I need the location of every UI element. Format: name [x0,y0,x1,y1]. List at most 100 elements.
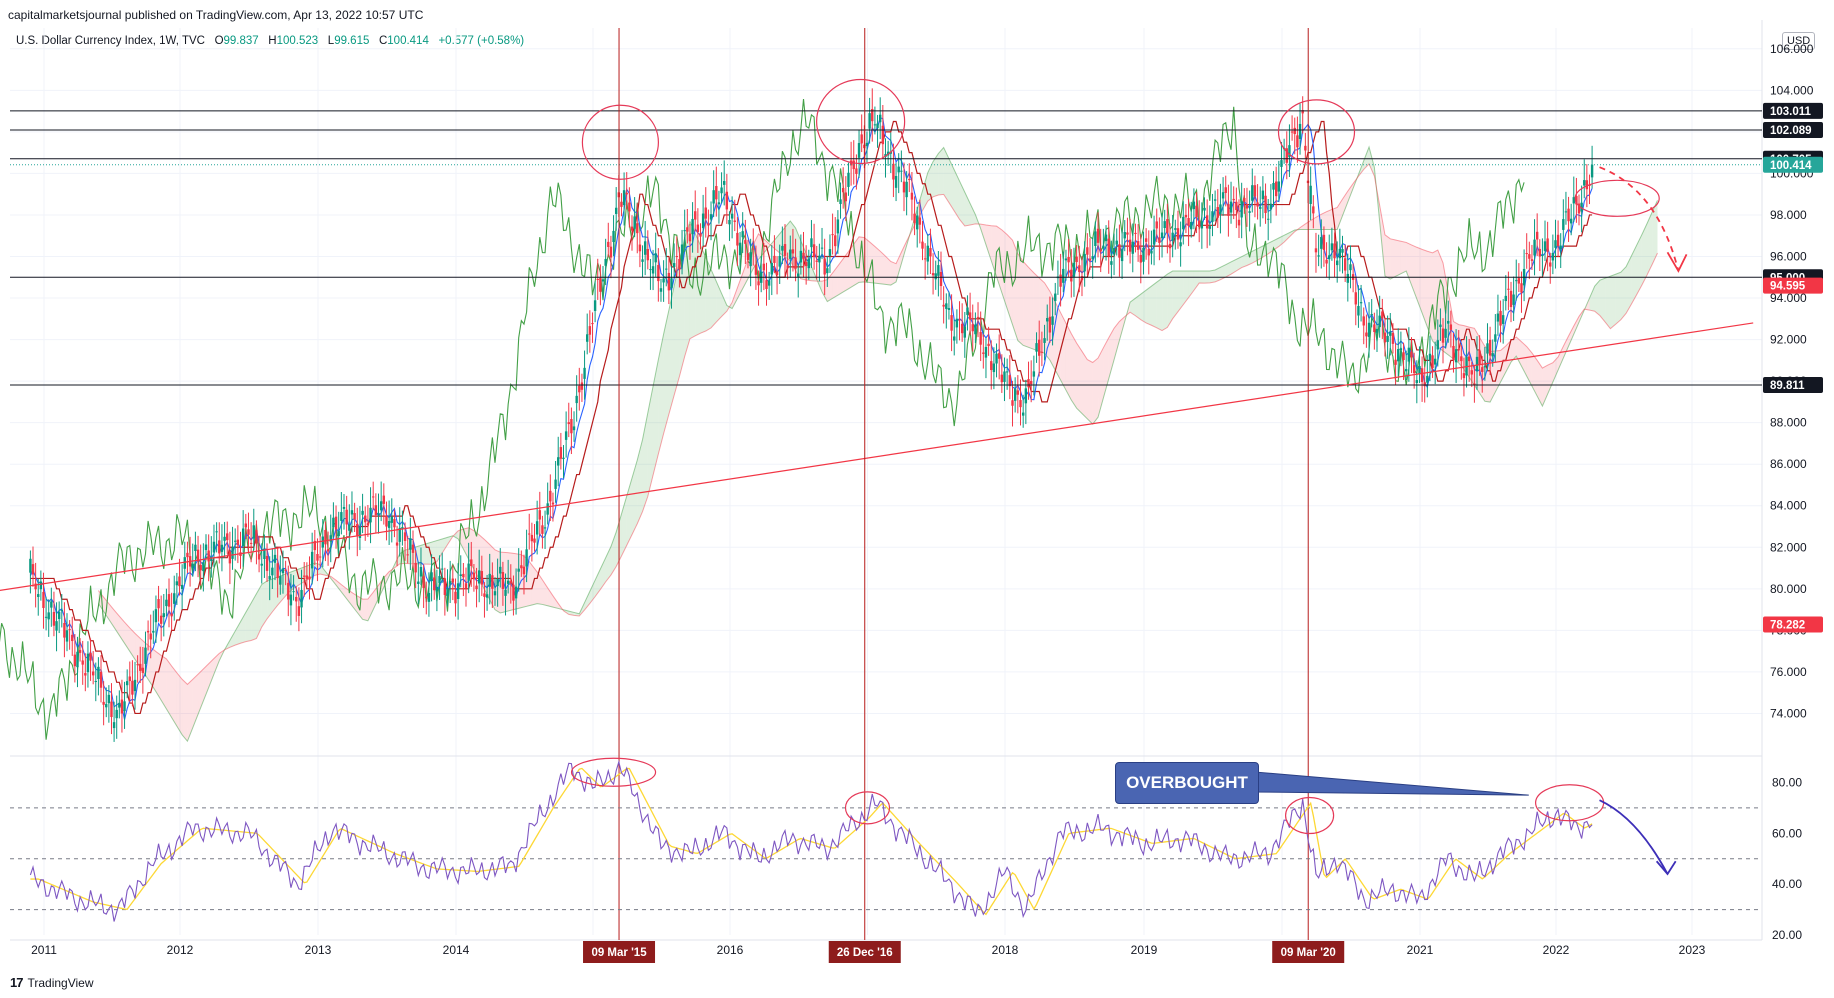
candle-body [765,280,768,289]
projected-arrow-head [1666,251,1688,273]
candle-body [1243,197,1246,202]
cloud-segment [1599,278,1606,323]
cloud-segment [150,647,156,692]
cloud-segment [674,262,680,396]
cloud-segment [1321,211,1327,230]
cloud-segment [213,653,220,675]
time-tick-label: 2016 [717,943,744,957]
candle-body [470,559,473,567]
candle-body [178,576,181,587]
rsi-highlight-ellipse [570,757,657,787]
candle-body [395,542,399,546]
candle-body [762,263,766,271]
candle-body [1213,199,1217,201]
cloud-segment [1631,245,1637,305]
candle-body [1179,242,1182,247]
candle-body [191,563,194,569]
candle-body [1086,247,1089,255]
candle-body [1048,316,1052,333]
candle-body [1365,332,1368,337]
time-tick-label: 2012 [167,943,194,957]
candle-body [953,336,956,341]
candle-body [438,576,441,584]
candle-body [454,591,457,604]
candle-body [1354,292,1357,305]
candle-body [1293,127,1296,135]
publisher-line: capitalmarketsjournal published on Tradi… [8,8,424,22]
candle-body [1412,365,1416,374]
cloud-segment [1363,147,1370,170]
cloud-segment [1432,250,1438,347]
candle-body [1433,358,1437,365]
candle-body [578,385,581,393]
candle-body [1515,280,1518,282]
cloud-segment [320,564,326,576]
candle-body [641,259,644,262]
currency-badge[interactable]: USD [1782,32,1816,50]
candle-body [1104,234,1108,242]
candle-body [557,457,560,466]
candle-body [63,622,66,638]
candle-body [1134,232,1137,234]
cloud-segment [1547,362,1553,395]
cloud-segment [1135,294,1141,320]
candle-body [707,223,710,226]
candle-body [1420,368,1424,383]
candle-body [131,680,134,695]
candle-body [226,533,229,541]
candle-body [1359,302,1363,304]
candle-body [387,521,391,528]
candle-body [422,576,425,588]
candle-body [271,567,274,576]
candle-body [324,529,327,545]
candle-body [337,531,340,537]
candle-body [425,596,428,599]
cloud-segment [1215,267,1221,282]
candle-body [730,213,734,219]
candle-body [112,722,116,729]
candle-body [123,701,126,712]
high-value: 100.523 [276,35,319,47]
candle-body [926,245,929,262]
candle-body [1046,318,1049,322]
candle-body [199,564,202,571]
candle-body [1168,243,1172,249]
candle-body [78,649,82,653]
candle-body [456,583,460,599]
candle-body [1280,160,1283,167]
candle-body [860,134,863,144]
candle-body [612,230,615,243]
candle-body [1123,232,1126,239]
candle-body [678,259,681,270]
candle-body [1016,390,1020,395]
candle-body [1509,290,1513,308]
candle-body [379,501,383,511]
candle-body [223,536,226,541]
cloud-segment [1490,351,1496,403]
candle-body [162,613,165,618]
candle-body [1541,254,1544,256]
candle-body [894,175,898,188]
candle-body [836,219,840,234]
candle-body [1187,217,1190,226]
candle-body [1402,352,1405,361]
candle-body [636,223,639,234]
candle-body [44,616,48,618]
candle-body [902,181,906,193]
candle-body [559,447,563,459]
candle-body [1152,229,1156,245]
candle-body [1460,356,1463,362]
candle-body [749,252,752,267]
cloud-segment [1300,223,1306,230]
candle-body [812,244,816,257]
candle-body [1131,241,1134,254]
candle-body [1378,315,1381,328]
candle-body [778,256,781,267]
candle-body [586,334,589,342]
cloud-segment [1087,359,1093,425]
candle-body [1383,332,1387,343]
candle-body [1436,340,1439,350]
candle-body [218,540,221,554]
candle-body [356,523,359,536]
candle-body [1551,253,1555,261]
